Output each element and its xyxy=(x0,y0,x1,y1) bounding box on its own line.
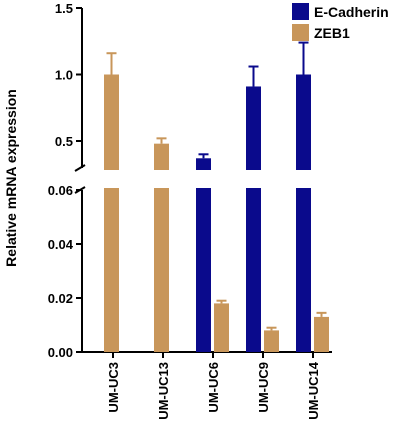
x-tick-label: UM-UC9 xyxy=(256,362,271,413)
y-tick-label: 1.5 xyxy=(55,1,73,16)
legend-swatch xyxy=(292,24,309,41)
legend-label: ZEB1 xyxy=(314,25,350,41)
axis-break-mark xyxy=(74,186,86,194)
bar-zeb1 xyxy=(264,330,279,352)
x-tick-label: UM-UC6 xyxy=(206,362,221,413)
bar-zeb1 xyxy=(314,316,329,352)
y-tick-label: 0.06 xyxy=(48,183,73,198)
bar-e-cadherin xyxy=(246,86,261,352)
y-tick-label: 0.5 xyxy=(55,134,73,149)
x-tick-label: UM-UC3 xyxy=(106,362,121,413)
y-axis-title: Relative mRNA expression xyxy=(3,89,19,267)
axis-break-mark xyxy=(74,164,86,172)
x-tick-label: UM-UC14 xyxy=(306,361,321,420)
legend: E-Cadherin ZEB1 xyxy=(292,3,389,41)
y-tick-label: 0.00 xyxy=(48,345,73,360)
axis-break-gap xyxy=(70,170,340,188)
bar-e-cadherin xyxy=(296,74,311,352)
y-tick-label: 1.0 xyxy=(55,68,73,83)
bar-e-cadherin xyxy=(196,158,211,352)
bar-zeb1 xyxy=(214,303,229,352)
tick-labels: 0.5 1.0 1.5 0.00 0.02 0.04 0.06 xyxy=(48,1,74,360)
bars xyxy=(70,41,340,352)
bar-zeb1 xyxy=(104,74,119,352)
bar-zeb1 xyxy=(154,143,169,352)
x-tick-label: UM-UC13 xyxy=(156,362,171,420)
legend-label: E-Cadherin xyxy=(314,4,389,20)
y-tick-label: 0.04 xyxy=(48,237,74,252)
legend-swatch xyxy=(292,3,309,20)
category-labels: UM-UC3 UM-UC13 UM-UC6 UM-UC9 UM-UC14 xyxy=(106,361,321,420)
y-tick-label: 0.02 xyxy=(48,291,73,306)
